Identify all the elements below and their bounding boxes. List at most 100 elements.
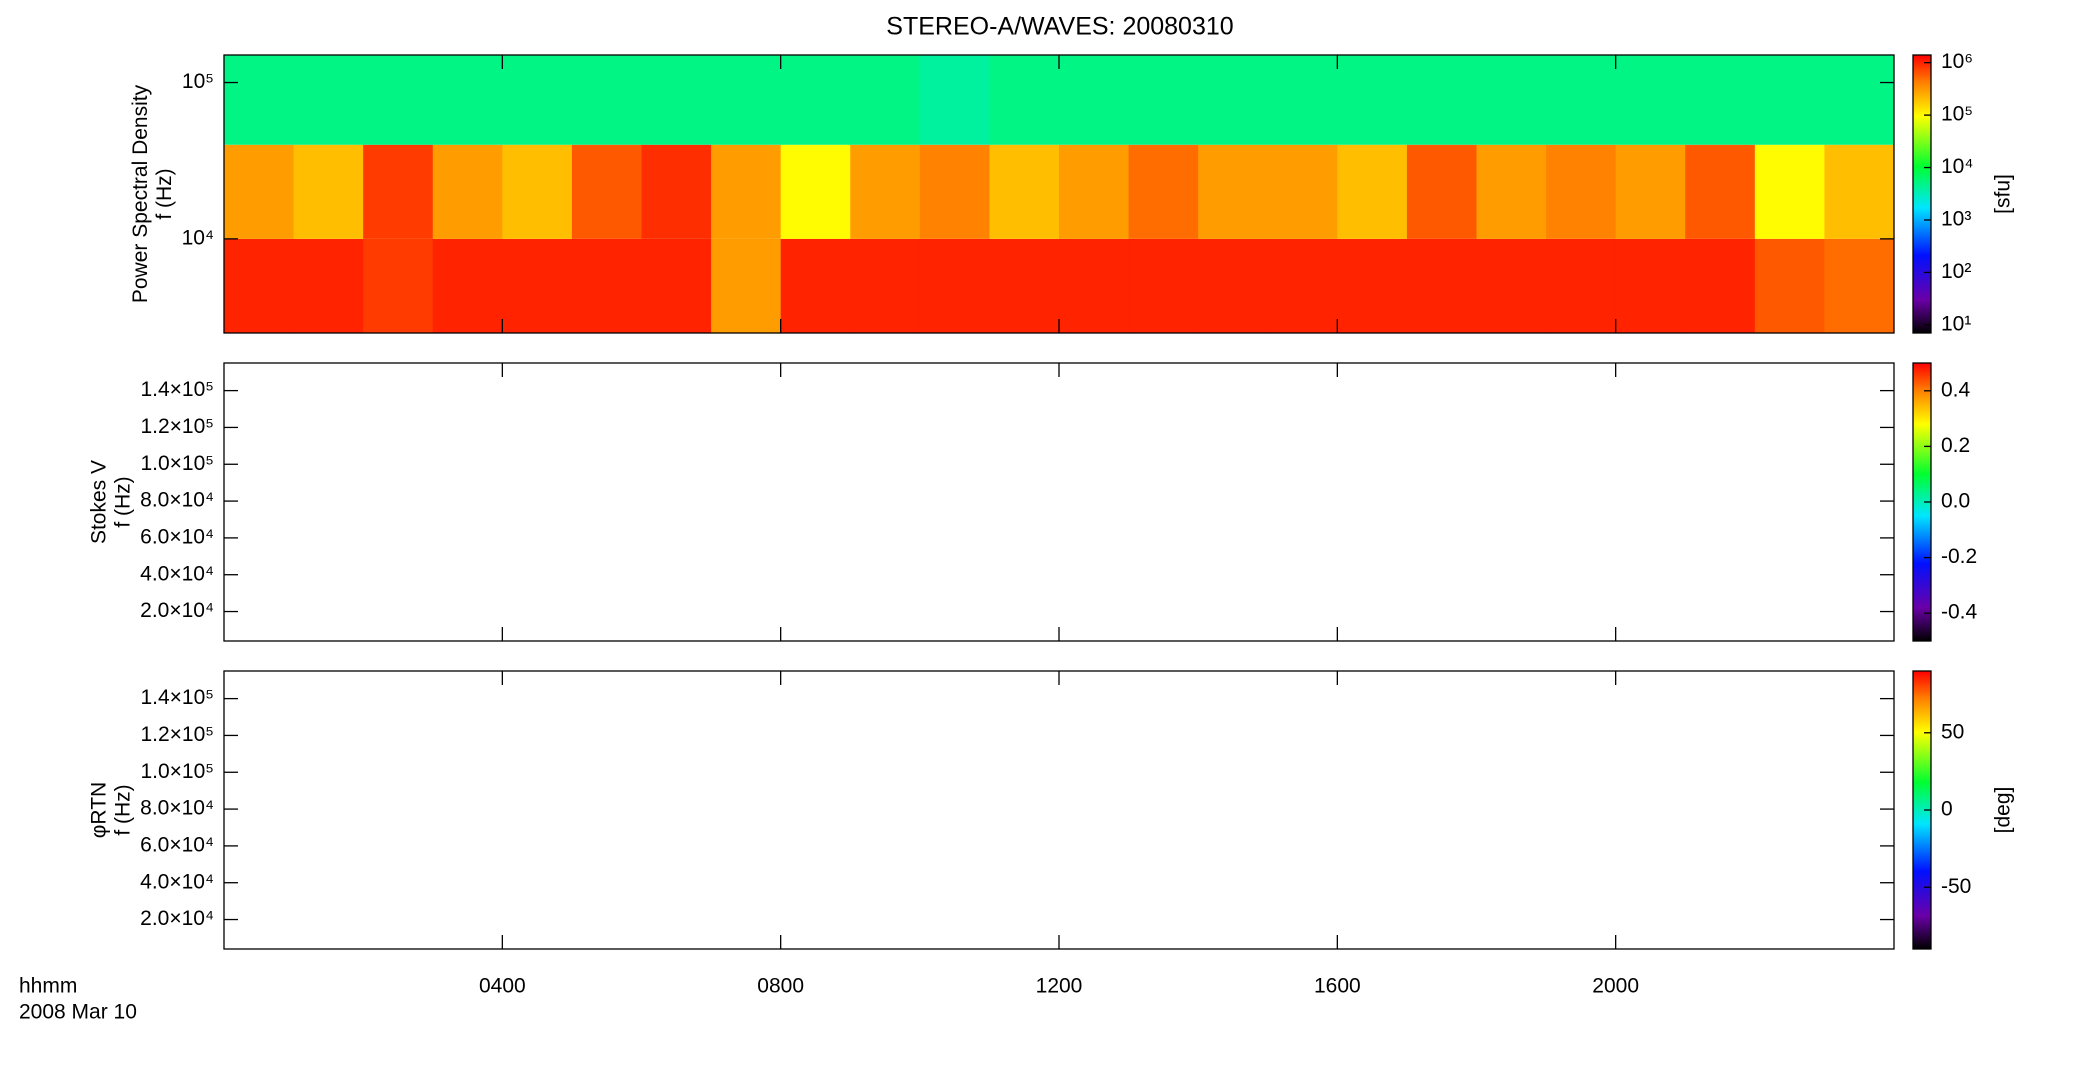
heatmap-cell — [1685, 144, 1756, 239]
heatmap-cell — [571, 238, 642, 333]
heatmap-cell — [1754, 55, 1825, 145]
y-tick-label: 2.0×10⁴ — [140, 907, 214, 930]
y-tick-label: 1.4×10⁵ — [140, 686, 214, 709]
x-tick-label: 1600 — [1314, 975, 1361, 998]
heatmap-cell — [224, 238, 295, 333]
heatmap-cell — [1476, 144, 1547, 239]
date-label: 2008 Mar 10 — [19, 1001, 137, 1024]
heatmap-cell — [780, 55, 851, 145]
heatmap-cell — [432, 55, 503, 145]
heatmap-cell — [363, 144, 434, 239]
colorbar-tick-label: 0.4 — [1941, 378, 1971, 401]
y-tick-label: 4.0×10⁴ — [140, 870, 214, 893]
colorbar-tick-label: 0 — [1941, 798, 1953, 821]
y-tick-label: 1.0×10⁵ — [140, 452, 214, 475]
plot-frame — [223, 362, 1895, 642]
heatmap-cell — [363, 238, 434, 333]
colorbar-tick-label: -50 — [1941, 875, 1971, 898]
y-tick-label: 1.0×10⁵ — [140, 760, 214, 783]
heatmap-cell — [502, 55, 573, 145]
heatmap-cell — [1267, 238, 1338, 333]
colorbar — [1912, 54, 1932, 334]
x-tick-label: 1200 — [1036, 975, 1083, 998]
heatmap-cell — [641, 55, 712, 145]
heatmap-cell — [989, 238, 1060, 333]
heatmap-cell — [1267, 55, 1338, 145]
heatmap-cell — [1406, 238, 1477, 333]
y-tick-label: 4.0×10⁴ — [140, 562, 214, 585]
x-tick-label: 0400 — [479, 975, 526, 998]
colorbar-label: [sfu] — [1992, 174, 2015, 214]
heatmap-cell — [1128, 238, 1199, 333]
heatmap-cell — [224, 144, 295, 239]
heatmap-cell — [293, 55, 364, 145]
time-label: hhmm — [19, 975, 77, 998]
y-tick-label: 8.0×10⁴ — [140, 797, 214, 820]
chart-title: STEREO-A/WAVES: 20080310 — [886, 13, 1233, 41]
colorbar-tick-label: 10⁵ — [1941, 103, 1973, 126]
heatmap-cell — [850, 55, 921, 145]
y-axis-label: f (Hz) — [112, 476, 135, 527]
heatmap-cell — [432, 144, 503, 239]
heatmap-cell — [1406, 144, 1477, 239]
colorbar-tick-label: 10² — [1941, 260, 1971, 283]
heatmap-cell — [989, 144, 1060, 239]
heatmap-cell — [1615, 238, 1686, 333]
y-axis-label: f (Hz) — [112, 784, 135, 835]
heatmap-cell — [1198, 238, 1269, 333]
heatmap-cell — [1198, 144, 1269, 239]
heatmap-cell — [293, 144, 364, 239]
heatmap-cell — [919, 55, 990, 145]
y-tick-label: 10⁴ — [182, 226, 214, 249]
y-axis-label: Stokes V — [88, 460, 111, 544]
heatmap-cell — [1754, 144, 1825, 239]
heatmap-cell — [1754, 238, 1825, 333]
y-tick-label: 6.0×10⁴ — [140, 525, 214, 548]
colorbar-tick-label: -0.4 — [1941, 601, 1978, 624]
heatmap-cell — [989, 55, 1060, 145]
heatmap-cell — [1337, 55, 1408, 145]
heatmap-cell — [1406, 55, 1477, 145]
colorbar-label: [deg] — [1992, 787, 2015, 834]
heatmap-cell — [1128, 144, 1199, 239]
heatmap-cell — [1337, 238, 1408, 333]
y-axis-label: φRTN — [88, 782, 111, 838]
heatmap-cell — [224, 55, 295, 145]
heatmap-cell — [1615, 55, 1686, 145]
y-tick-label: 10⁵ — [182, 70, 214, 93]
y-tick-label: 2.0×10⁴ — [140, 599, 214, 622]
y-tick-label: 6.0×10⁴ — [140, 833, 214, 856]
heatmap-cell — [1059, 144, 1130, 239]
heatmap-cell — [1476, 238, 1547, 333]
heatmap-cell — [1824, 144, 1895, 239]
heatmap-cell — [1685, 55, 1756, 145]
heatmap-cell — [711, 238, 782, 333]
heatmap-cell — [502, 238, 573, 333]
colorbar-tick-label: -0.2 — [1941, 545, 1977, 568]
heatmap-cell — [850, 144, 921, 239]
y-axis-label: f (Hz) — [153, 168, 176, 219]
y-axis-label: Power Spectral Density — [129, 84, 152, 303]
y-tick-label: 1.4×10⁵ — [140, 378, 214, 401]
heatmap-cell — [1337, 144, 1408, 239]
colorbar-tick-label: 0.2 — [1941, 434, 1970, 457]
heatmap-cell — [1546, 238, 1617, 333]
heatmap-cell — [1059, 238, 1130, 333]
x-tick-label: 0800 — [757, 975, 804, 998]
heatmap-cell — [1615, 144, 1686, 239]
heatmap-cell — [1824, 238, 1895, 333]
heatmap-cell — [502, 144, 573, 239]
heatmap-cell — [1824, 55, 1895, 145]
colorbar-tick-label: 10³ — [1941, 208, 1971, 231]
colorbar-tick-label: 10⁴ — [1941, 155, 1973, 178]
heatmap-cell — [1546, 55, 1617, 145]
x-tick-label: 2000 — [1592, 975, 1639, 998]
y-tick-label: 1.2×10⁵ — [140, 415, 214, 438]
colorbar-tick-label: 0.0 — [1941, 490, 1970, 513]
heatmap-cell — [1476, 55, 1547, 145]
heatmap-cell — [919, 238, 990, 333]
heatmap-cell — [850, 238, 921, 333]
heatmap-cell — [1267, 144, 1338, 239]
colorbar-tick-label: 50 — [1941, 720, 1964, 743]
